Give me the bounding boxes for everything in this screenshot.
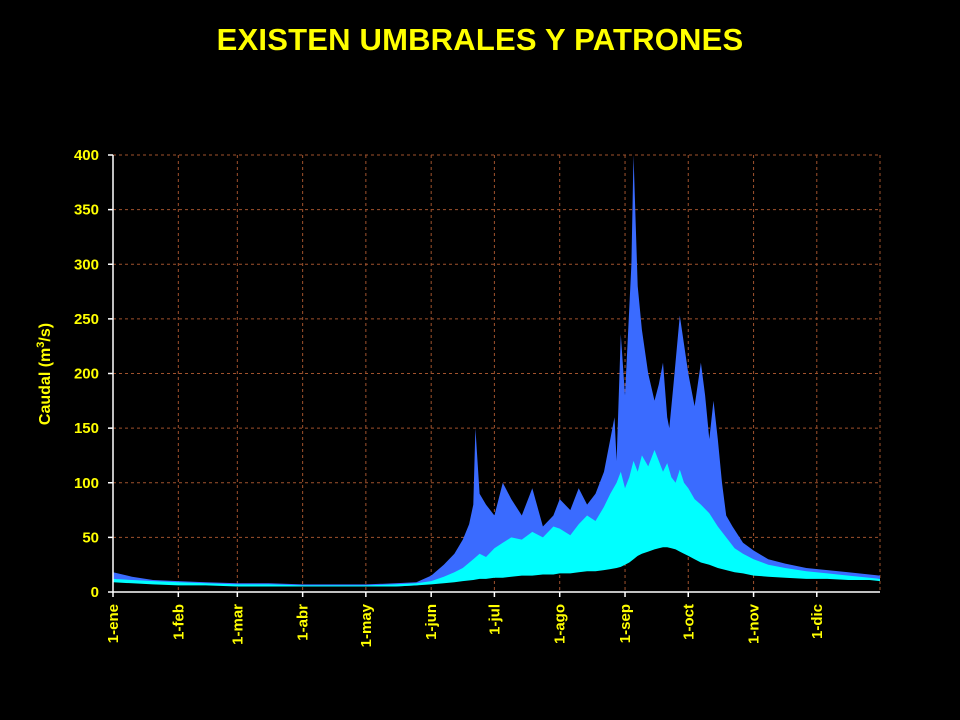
x-tick-label: 1-abr <box>295 604 312 641</box>
x-tick-label: 1-dic <box>809 604 826 639</box>
x-tick-label: 1-sep <box>617 604 634 643</box>
data-bands <box>113 155 880 587</box>
x-tick-label: 1-may <box>358 603 375 647</box>
grid-lines <box>113 154 881 592</box>
x-tick-label: 1-ago <box>552 604 569 644</box>
y-tick-label: 400 <box>74 147 99 164</box>
page-title: EXISTEN UMBRALES Y PATRONES <box>216 22 744 57</box>
x-tick-label: 1-jun <box>423 604 440 640</box>
inner-flow-band <box>113 450 880 587</box>
y-tick-label: 0 <box>91 584 99 601</box>
x-tick-label: 1-feb <box>170 604 187 640</box>
axes <box>108 154 880 597</box>
y-tick-label: 100 <box>74 475 99 492</box>
x-tick-labels: 1-ene 1-feb 1-mar 1-abr 1-may 1-jun 1-jul 1-ago… <box>105 603 826 647</box>
y-tick-label: 300 <box>74 256 99 273</box>
x-tick-label: 1-jul <box>486 604 503 635</box>
y-tick-label: 350 <box>74 202 99 219</box>
y-tick-label: 150 <box>74 420 99 437</box>
y-axis-label-main: Caudal (m <box>37 348 54 425</box>
x-tick-label: 1-mar <box>229 604 246 645</box>
y-tick-label: 250 <box>74 311 99 328</box>
y-axis-label-superscript: 3 <box>35 342 47 348</box>
x-tick-label: 1-ene <box>105 604 122 643</box>
y-tick-label: 200 <box>74 366 99 383</box>
y-tick-labels: 0 50 100 150 200 250 300 350 400 <box>74 147 99 601</box>
y-axis-label-tail: /s) <box>37 323 54 342</box>
y-axis-label: Caudal (m3/s) <box>35 323 54 425</box>
outer-flow-band <box>113 155 880 587</box>
x-tick-label: 1-oct <box>680 604 697 640</box>
x-tick-label: 1-nov <box>746 603 763 644</box>
y-tick-label: 50 <box>82 529 99 546</box>
